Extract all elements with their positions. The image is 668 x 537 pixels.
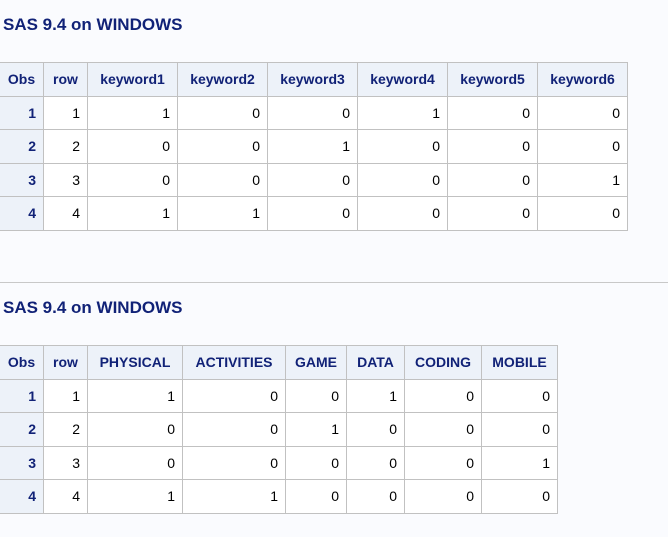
column-header: PHYSICAL xyxy=(87,345,183,380)
table-cell: 1 xyxy=(43,378,88,413)
table-cell: 0 xyxy=(481,378,558,413)
column-header: row xyxy=(43,62,88,97)
column-header: keyword5 xyxy=(447,62,538,97)
table-cell: 0 xyxy=(346,412,405,447)
table-cell: 0 xyxy=(357,196,448,231)
table-cell: 1 xyxy=(182,479,286,514)
table-cell: 1 xyxy=(481,445,558,480)
table-cell: 0 xyxy=(267,196,358,231)
table-cell: 1 xyxy=(43,95,88,130)
table-cell: 0 xyxy=(285,445,347,480)
table-cell: 1 xyxy=(87,196,178,231)
table-cell: 1 xyxy=(267,129,358,164)
table-cell: 0 xyxy=(447,162,538,197)
column-header: keyword2 xyxy=(177,62,268,97)
column-header: DATA xyxy=(346,345,405,380)
table-1-title: SAS 9.4 on WINDOWS xyxy=(3,15,183,34)
table-cell: 1 xyxy=(177,196,268,231)
table-cell: 0 xyxy=(346,479,405,514)
table-cell: 0 xyxy=(182,378,286,413)
table-cell: 0 xyxy=(404,445,482,480)
obs-cell: 1 xyxy=(0,378,44,413)
table-cell: 0 xyxy=(537,129,628,164)
table-cell: 0 xyxy=(87,412,183,447)
table-cell: 0 xyxy=(285,378,347,413)
table-cell: 0 xyxy=(177,129,268,164)
table-cell: 1 xyxy=(87,378,183,413)
table-cell: 0 xyxy=(87,445,183,480)
table-cell: 1 xyxy=(285,412,347,447)
table-cell: 0 xyxy=(357,162,448,197)
obs-cell: 4 xyxy=(0,196,44,231)
table-cell: 4 xyxy=(43,479,88,514)
table-cell: 0 xyxy=(481,479,558,514)
table-cell: 0 xyxy=(267,95,358,130)
table-1: Obs row keyword1 keyword2 keyword3 keyword4 ke… xyxy=(0,62,628,231)
table-cell: 0 xyxy=(404,378,482,413)
table-2: Obs row PHYSICAL ACTIVITIES GAME DATA CODING MO… xyxy=(0,345,558,514)
table-cell: 1 xyxy=(87,479,183,514)
table-cell: 0 xyxy=(447,129,538,164)
table-cell: 0 xyxy=(177,162,268,197)
table-cell: 0 xyxy=(447,95,538,130)
column-header: keyword3 xyxy=(267,62,358,97)
table-cell: 2 xyxy=(43,129,88,164)
table-cell: 0 xyxy=(537,196,628,231)
table-cell: 0 xyxy=(537,95,628,130)
obs-cell: 3 xyxy=(0,162,44,197)
column-header: Obs xyxy=(0,345,44,380)
column-header: keyword1 xyxy=(87,62,178,97)
table-cell: 0 xyxy=(267,162,358,197)
table-cell: 0 xyxy=(182,412,286,447)
table-cell: 3 xyxy=(43,445,88,480)
column-header: MOBILE xyxy=(481,345,558,380)
table-cell: 0 xyxy=(177,95,268,130)
table-cell: 0 xyxy=(87,129,178,164)
table-cell: 1 xyxy=(346,378,405,413)
table-cell: 1 xyxy=(87,95,178,130)
table-cell: 0 xyxy=(481,412,558,447)
table-cell: 0 xyxy=(447,196,538,231)
header-row: Obs row PHYSICAL ACTIVITIES GAME DATA CODING MO… xyxy=(0,345,558,380)
table-2-title: SAS 9.4 on WINDOWS xyxy=(3,298,183,317)
column-header: keyword6 xyxy=(537,62,628,97)
table-cell: 1 xyxy=(357,95,448,130)
table-cell: 0 xyxy=(357,129,448,164)
table-cell: 0 xyxy=(87,162,178,197)
header-row: Obs row keyword1 keyword2 keyword3 keyword4 ke… xyxy=(0,62,628,97)
column-header: CODING xyxy=(404,345,482,380)
obs-cell: 1 xyxy=(0,95,44,130)
obs-cell: 2 xyxy=(0,129,44,164)
table-cell: 4 xyxy=(43,196,88,231)
column-header: GAME xyxy=(285,345,347,380)
table-cell: 3 xyxy=(43,162,88,197)
table-cell: 0 xyxy=(182,445,286,480)
column-header: ACTIVITIES xyxy=(182,345,286,380)
obs-cell: 3 xyxy=(0,445,44,480)
obs-cell: 4 xyxy=(0,479,44,514)
table-cell: 0 xyxy=(404,479,482,514)
table-cell: 0 xyxy=(404,412,482,447)
table-cell: 0 xyxy=(346,445,405,480)
obs-cell: 2 xyxy=(0,412,44,447)
table-cell: 2 xyxy=(43,412,88,447)
column-header: row xyxy=(43,345,88,380)
table-cell: 1 xyxy=(537,162,628,197)
column-header: Obs xyxy=(0,62,44,97)
column-header: keyword4 xyxy=(357,62,448,97)
divider xyxy=(0,282,668,283)
table-cell: 0 xyxy=(285,479,347,514)
